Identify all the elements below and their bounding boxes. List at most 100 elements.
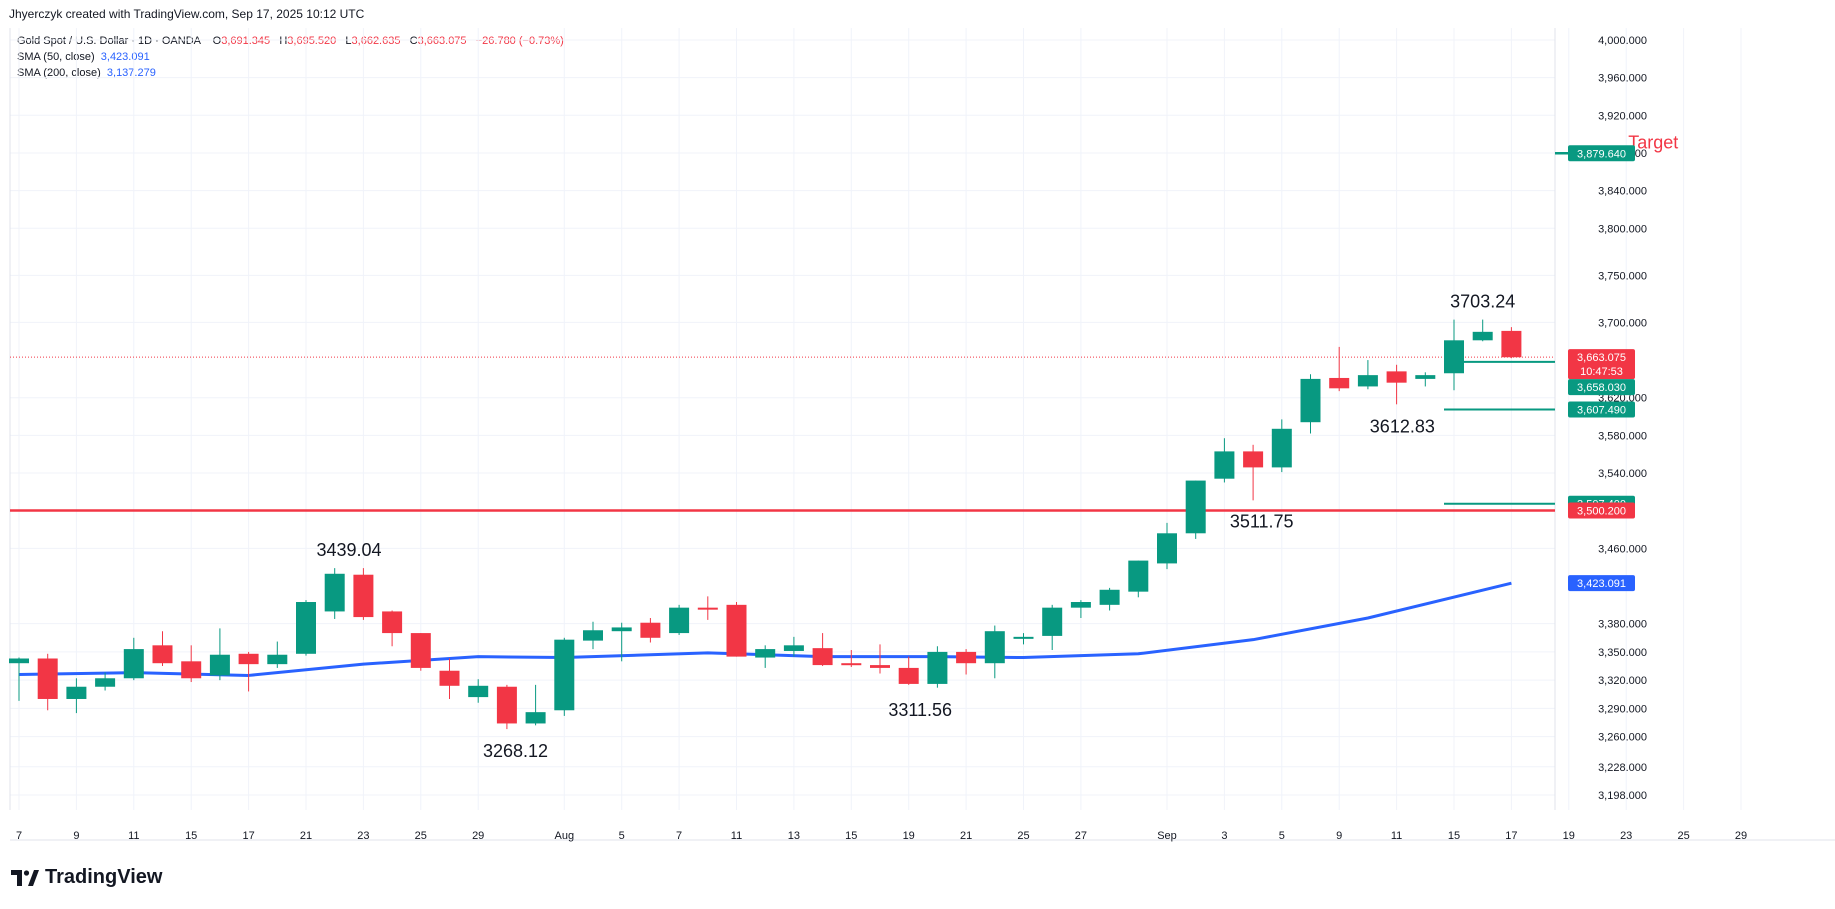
- candle-up: [1042, 604, 1063, 651]
- candle-body: [554, 639, 575, 711]
- candle-body: [1214, 451, 1235, 479]
- candle-up: [123, 637, 144, 681]
- candle-body: [496, 686, 517, 724]
- x-tick-label: 15: [185, 830, 197, 842]
- target-price-tag: 3,879.640: [1577, 148, 1626, 160]
- x-tick-label: 7: [16, 830, 22, 842]
- candle-body: [1070, 602, 1091, 608]
- candle-down: [37, 653, 58, 711]
- legend-sma50-label: SMA (50, close): [17, 51, 95, 63]
- legend-close: 3,663.075: [417, 35, 467, 47]
- candle-up: [66, 678, 87, 714]
- chart-credit: Jhyerczyk created with TradingView.com, …: [9, 7, 365, 21]
- x-tick-label: 25: [1017, 830, 1029, 842]
- x-tick-label: 5: [619, 830, 625, 842]
- y-tick-label: 3,460.000: [1598, 543, 1647, 555]
- sma-price-tag: 3,423.091: [1577, 578, 1626, 590]
- legend-sma200-value: 3,137.279: [106, 67, 156, 79]
- brand-name: TradingView: [45, 866, 163, 888]
- level-price-tag-bg: [1568, 401, 1635, 418]
- y-tick-label: 3,290.000: [1598, 703, 1647, 715]
- price-annotation: 3703.24: [1450, 291, 1515, 311]
- candle-body: [1501, 330, 1522, 358]
- candle-body: [37, 658, 58, 699]
- y-tick-label: 3,380.000: [1598, 619, 1647, 631]
- countdown-tag: 10:47:53: [1580, 366, 1623, 378]
- candle-down: [697, 596, 718, 620]
- candle-up: [1357, 360, 1378, 390]
- candle-body: [1271, 428, 1292, 468]
- candle-up: [669, 604, 690, 635]
- candle-down: [956, 649, 977, 675]
- candle-body: [1300, 378, 1321, 423]
- legend-open-label: O: [212, 35, 222, 47]
- legend-ohlc-row: Gold Spot / U.S. Dollar · 1D · OANDA O 3,…: [17, 33, 564, 49]
- candle-up: [525, 684, 546, 726]
- candle-down: [812, 633, 833, 667]
- x-tick-label: 25: [1677, 830, 1689, 842]
- candle-up: [209, 628, 230, 681]
- brand[interactable]: TradingView: [11, 866, 162, 889]
- candle-down: [181, 645, 202, 683]
- x-tick-label: Sep: [1157, 830, 1177, 842]
- candle-body: [841, 663, 862, 666]
- candle-down: [841, 650, 862, 667]
- candle-body: [1357, 375, 1378, 387]
- candle-up: [755, 645, 776, 668]
- candle-up: [1157, 522, 1177, 570]
- x-tick-label: 9: [73, 830, 79, 842]
- candle-down: [439, 658, 460, 699]
- candle-up: [611, 622, 632, 662]
- price-annotation: 3511.75: [1230, 512, 1294, 532]
- last-price-tag-bg: [1568, 349, 1635, 380]
- legend-symbol: Gold Spot / U.S. Dollar · 1D · OANDA: [17, 35, 201, 47]
- level-price-tag: 3,658.030: [1577, 382, 1626, 394]
- candle-up: [1271, 419, 1292, 473]
- legend-high: 3,695.520: [287, 35, 337, 47]
- candle-body: [583, 630, 603, 641]
- resistance-price-tag-bg: [1568, 502, 1635, 519]
- x-tick-label: 21: [300, 830, 312, 842]
- candle-body: [1128, 560, 1149, 592]
- level-price-tag: 3,607.490: [1577, 405, 1626, 417]
- candle-up: [1444, 319, 1464, 391]
- candle-down: [1243, 444, 1264, 501]
- legend-sma200-label: SMA (200, close): [17, 67, 101, 79]
- legend-sma200-row: SMA (200, close) 3,137.279: [17, 65, 564, 81]
- candle-body: [755, 649, 776, 658]
- overlay-lines: [10, 152, 1625, 677]
- candle-body: [697, 607, 718, 610]
- candle-down: [382, 610, 403, 647]
- legend-change: −26.780 (−0.73%): [475, 35, 564, 47]
- legend-high-label: H: [279, 35, 288, 47]
- tradingview-logo-icon: [11, 869, 39, 886]
- x-tick-label: 11: [731, 830, 742, 842]
- y-tick-label: 3,840.000: [1598, 186, 1647, 198]
- sma-price-tag-bg: [1568, 575, 1635, 592]
- candle-body: [324, 573, 345, 612]
- x-tick-label: 11: [128, 830, 139, 842]
- candle-body: [1157, 533, 1177, 564]
- candle-body: [640, 622, 661, 638]
- candle-down: [238, 651, 259, 692]
- candle-down: [1329, 346, 1350, 392]
- annotations: Target 3439.04 3268.12 3311.56 3511.75 3612.8…: [317, 132, 1679, 761]
- candle-body: [267, 654, 288, 665]
- candle-up: [9, 657, 29, 701]
- candle-body: [1185, 480, 1206, 534]
- price-tags: 3,879.640 3,663.075 10:47:53 3,658.030 3,607…: [1568, 145, 1635, 592]
- target-price-tag-bg: [1568, 145, 1635, 162]
- candle-body: [382, 611, 403, 634]
- candle-body: [669, 607, 690, 634]
- candle-body: [611, 627, 632, 632]
- resistance-price-tag: 3,500.200: [1577, 506, 1626, 518]
- x-tick-label: 21: [960, 830, 972, 842]
- price-annotation: 3612.83: [1370, 416, 1435, 436]
- y-tick-label: 3,750.000: [1598, 270, 1647, 282]
- candles: [9, 319, 1522, 730]
- candle-body: [209, 654, 230, 676]
- x-tick-label: 17: [1505, 830, 1517, 842]
- candle-body: [9, 658, 29, 664]
- y-tick-label: 3,800.000: [1598, 223, 1647, 235]
